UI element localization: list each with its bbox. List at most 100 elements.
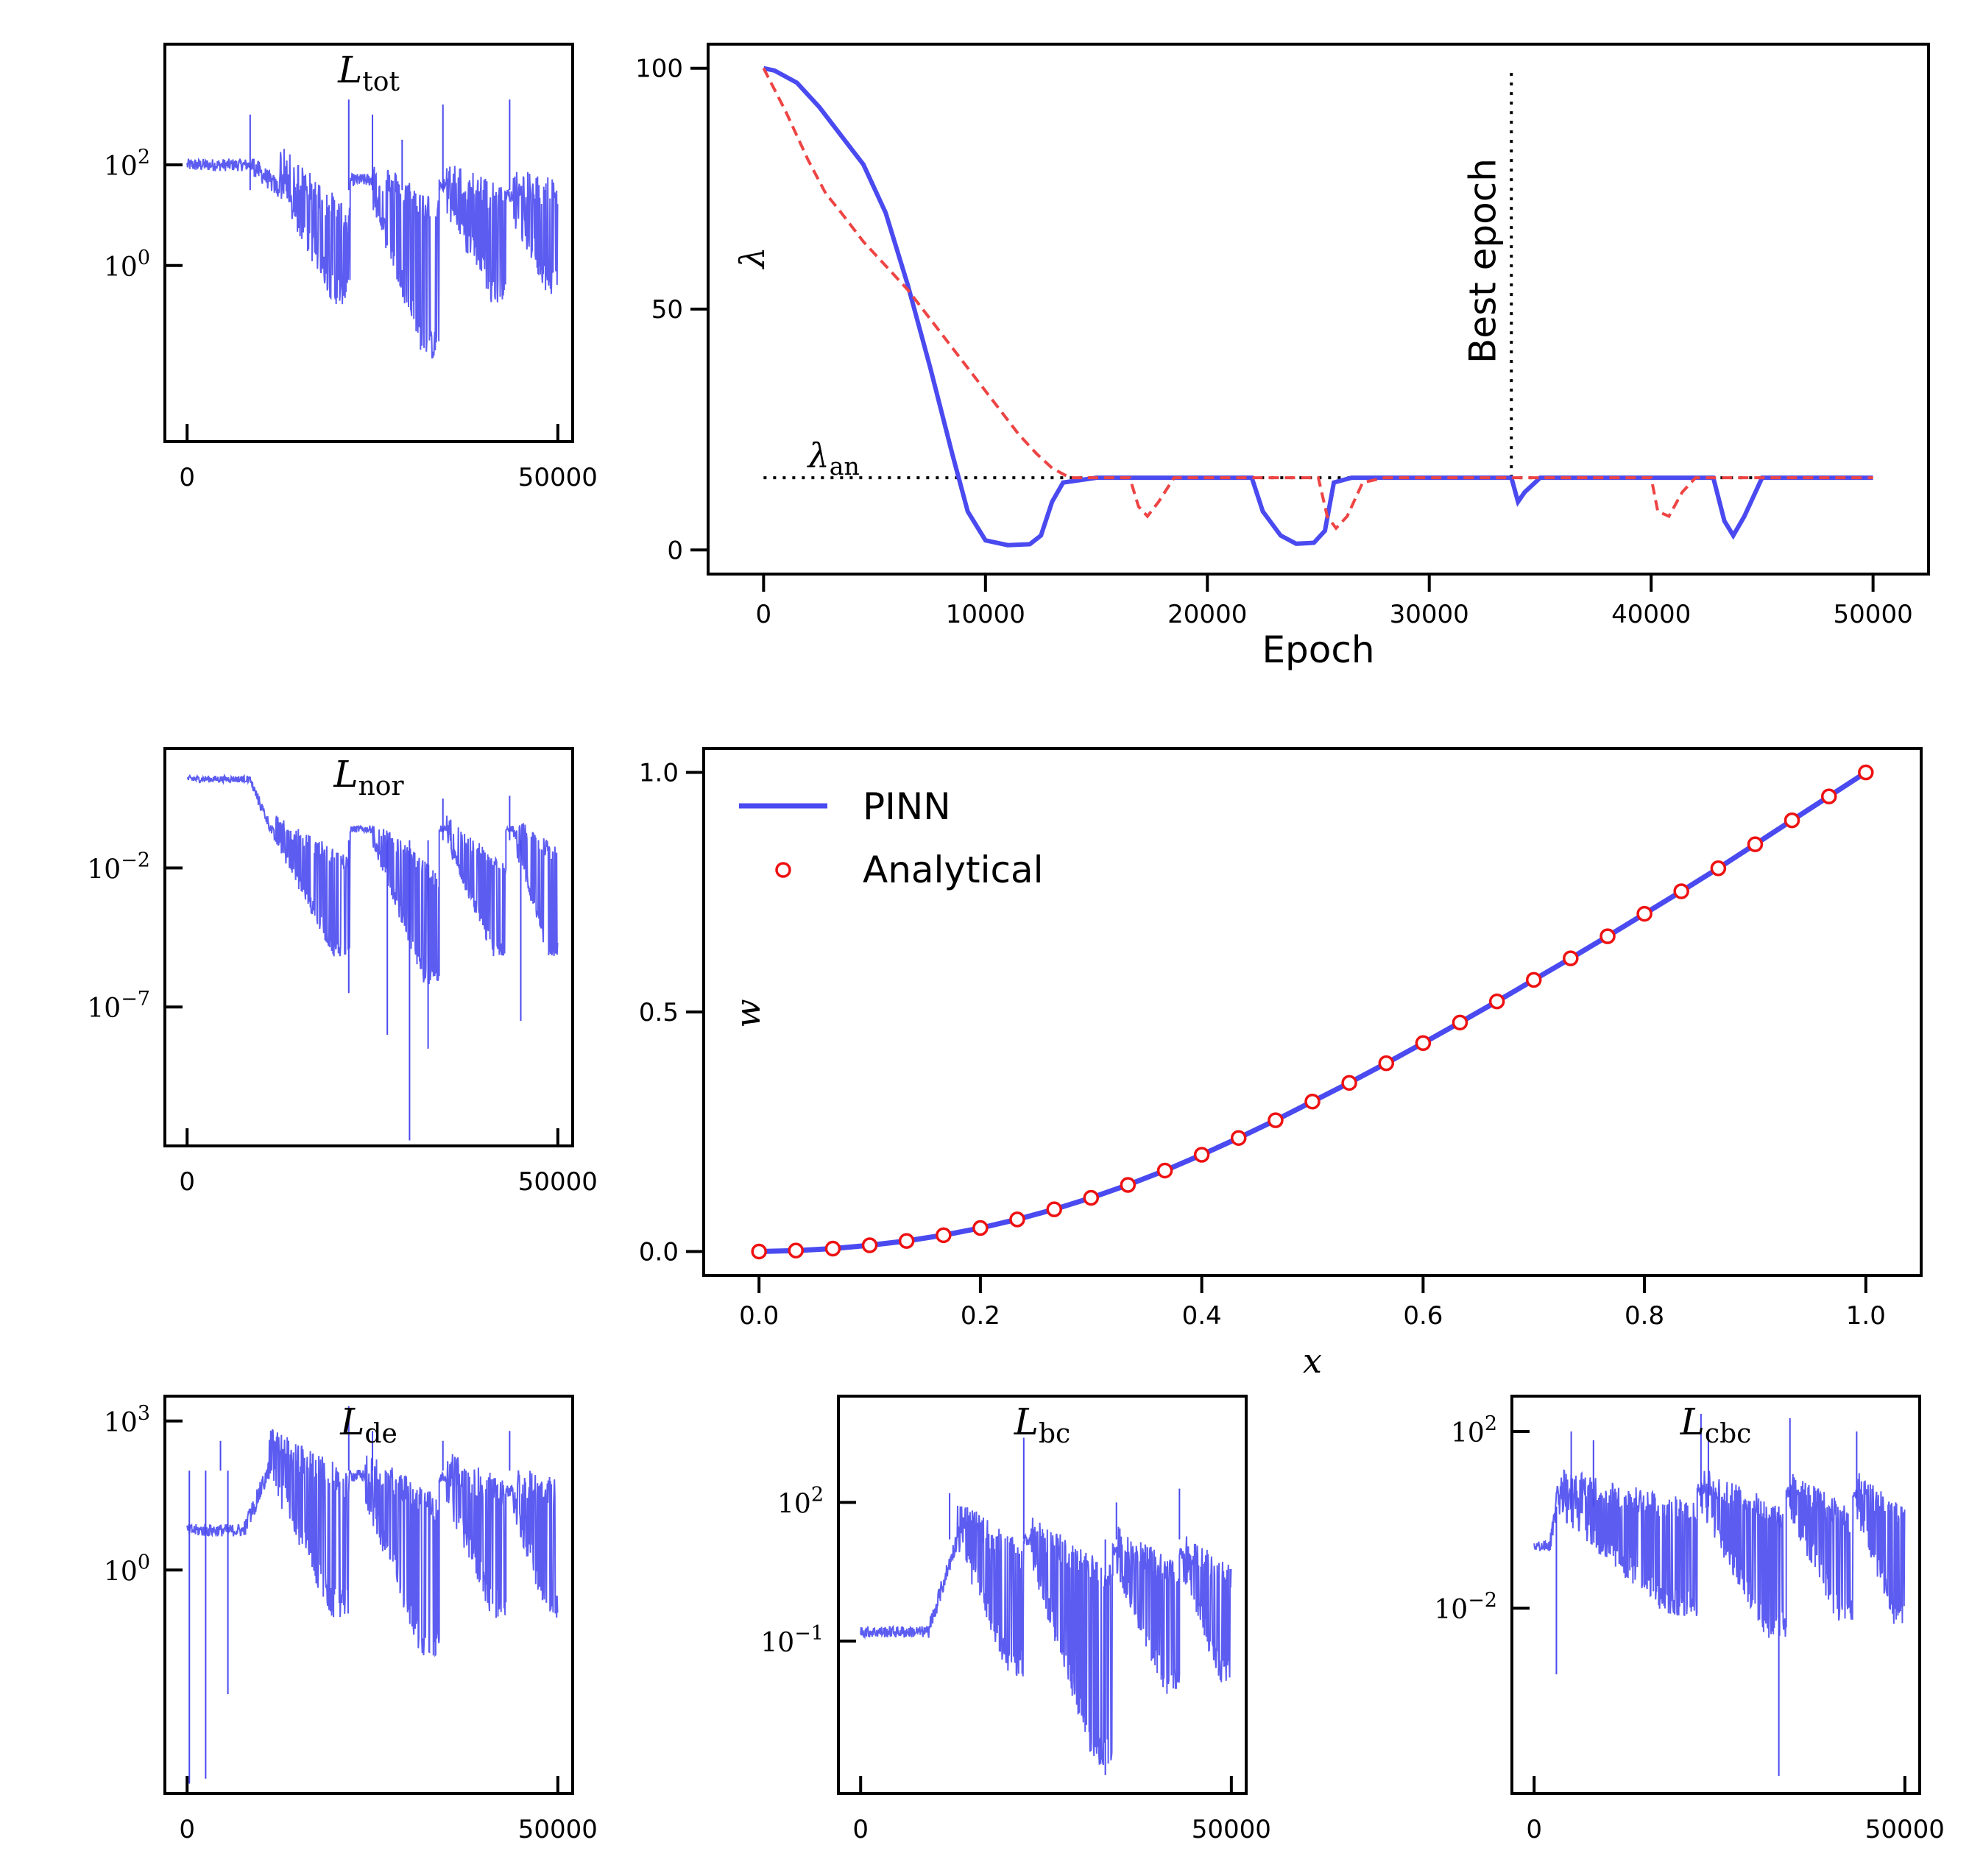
y-tick-label: 10−1 xyxy=(760,1622,824,1658)
y-tick-label: 1.0 xyxy=(639,759,679,788)
analytical-point xyxy=(1563,950,1579,966)
x-tick-label: 0.2 xyxy=(961,1301,1000,1331)
y-tick-label: 100 xyxy=(104,1551,150,1587)
panel-title: Lcbc xyxy=(1680,1401,1752,1449)
x-axis-label: x xyxy=(1303,1341,1322,1381)
analytical-point xyxy=(824,1240,841,1257)
plot-frame xyxy=(837,1395,1248,1795)
x-tick-label: 50000 xyxy=(1834,600,1913,629)
x-tick-label: 50000 xyxy=(518,1167,598,1197)
analytical-point xyxy=(751,1243,767,1260)
analytical-point xyxy=(1488,993,1505,1010)
analytical-point xyxy=(1747,836,1764,852)
plot-frame xyxy=(163,747,574,1147)
lambda-solid-line xyxy=(763,66,1873,548)
series-ltot xyxy=(186,99,559,359)
legend-pinn-label: PINN xyxy=(863,785,951,828)
x-tick-label: 0.8 xyxy=(1625,1301,1664,1331)
x-tick-label: 40000 xyxy=(1611,600,1691,629)
plot-frame xyxy=(707,43,1930,576)
y-tick-label: 0.0 xyxy=(639,1237,679,1267)
panel-title: Lbc xyxy=(1014,1401,1070,1449)
analytical-point xyxy=(788,1242,805,1259)
legend-analytical-label: Analytical xyxy=(863,849,1044,891)
plot-frame xyxy=(163,43,574,443)
y-tick-label: 102 xyxy=(777,1483,824,1519)
legend-analytical-swatch xyxy=(775,862,791,878)
analytical-point xyxy=(1083,1189,1100,1206)
analytical-point xyxy=(1784,812,1800,829)
y-axis-label: λ xyxy=(732,247,772,269)
analytical-point xyxy=(861,1237,878,1253)
y-tick-label: 50 xyxy=(651,295,683,325)
x-tick-label: 0.6 xyxy=(1403,1301,1443,1331)
y-tick-label: 0 xyxy=(667,536,683,565)
y-tick-label: 100 xyxy=(104,247,150,283)
analytical-point xyxy=(1046,1201,1062,1217)
loss-line xyxy=(186,773,559,985)
analytical-point xyxy=(1820,788,1837,804)
x-tick-label: 0 xyxy=(179,1167,195,1197)
analytical-point xyxy=(1600,928,1616,944)
analytical-point xyxy=(1673,883,1689,899)
x-axis-label: Epoch xyxy=(1262,629,1374,671)
panel-title: Lde xyxy=(339,1401,397,1449)
analytical-point xyxy=(898,1233,915,1249)
loss-line xyxy=(186,1429,559,1657)
analytical-point xyxy=(1304,1093,1321,1110)
analytical-point xyxy=(1858,764,1874,781)
y-tick-label: 10−2 xyxy=(1434,1589,1497,1625)
analytical-point xyxy=(1009,1211,1025,1228)
y-tick-label: 10−2 xyxy=(87,849,150,885)
plot-frame xyxy=(1510,1395,1921,1795)
pinn-line xyxy=(759,770,1867,1254)
x-tick-label: 20000 xyxy=(1167,600,1247,629)
best-epoch-label: Best epoch xyxy=(1461,158,1504,364)
panel-ltot: 0 50000 100 102 Ltot xyxy=(104,43,598,492)
panel-w: 0.0 0.2 0.4 0.6 0.8 1.0 0.0 0.5 1.0 PINN Analytica… xyxy=(639,747,1923,1381)
analytical-point xyxy=(1268,1112,1284,1128)
loss-line xyxy=(860,1505,1232,1766)
series-lnor xyxy=(186,773,559,1141)
x-tick-label: 30000 xyxy=(1390,600,1469,629)
analytical-point xyxy=(1636,905,1652,922)
panel-lcbc: 0 50000 10−2 102 Lcbc xyxy=(1434,1395,1945,1844)
x-tick-label: 1.0 xyxy=(1846,1301,1886,1331)
analytical-point xyxy=(1452,1014,1468,1031)
y-axis-label: w xyxy=(728,999,768,1027)
x-tick-label: 50000 xyxy=(1865,1815,1945,1844)
y-tick-label: 100 xyxy=(635,54,683,84)
y-tick-label: 10−7 xyxy=(87,988,150,1024)
y-tick-label: 102 xyxy=(1451,1412,1497,1448)
y-tick-label: 0.5 xyxy=(639,998,679,1027)
x-tick-label: 0.4 xyxy=(1182,1301,1222,1331)
analytical-point xyxy=(1156,1162,1173,1179)
panel-lbc: 0 50000 10−1 102 Lbc xyxy=(760,1395,1271,1844)
plot-frame xyxy=(163,1395,574,1795)
analytical-point xyxy=(936,1227,952,1244)
x-tick-label: 0 xyxy=(1526,1815,1542,1844)
panel-lnor: 0 50000 10−7 10−2 Lnor xyxy=(87,747,598,1197)
series-lbc xyxy=(860,1437,1232,1775)
x-tick-label: 0 xyxy=(179,1815,195,1844)
analytical-point xyxy=(1415,1035,1432,1052)
analytical-point xyxy=(1341,1075,1357,1091)
y-tick-label: 102 xyxy=(104,146,150,182)
x-tick-label: 50000 xyxy=(518,1815,598,1844)
analytical-point xyxy=(1710,860,1727,877)
analytical-point xyxy=(1193,1147,1210,1163)
lambda-an-label: λan xyxy=(807,436,860,481)
series-lde xyxy=(186,1406,559,1784)
x-tick-label: 0 xyxy=(852,1815,869,1844)
x-tick-label: 50000 xyxy=(1192,1815,1271,1844)
series-lcbc xyxy=(1533,1414,1906,1776)
loss-line xyxy=(1533,1469,1906,1638)
x-tick-label: 50000 xyxy=(518,463,598,492)
analytical-point xyxy=(1230,1130,1247,1146)
x-tick-label: 10000 xyxy=(946,600,1025,629)
y-tick-label: 103 xyxy=(104,1402,150,1438)
x-tick-label: 0 xyxy=(756,600,772,629)
analytical-point xyxy=(972,1220,989,1236)
panel-title: Lnor xyxy=(333,753,404,801)
